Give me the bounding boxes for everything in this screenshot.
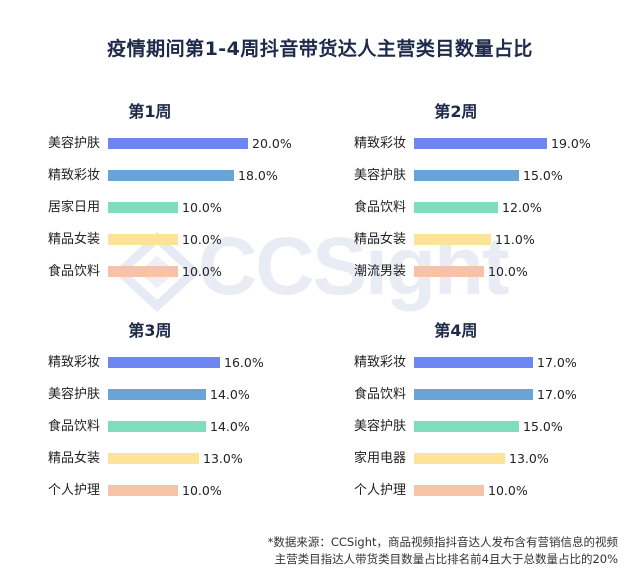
value-label: 14.0% — [210, 387, 250, 402]
bar — [414, 202, 498, 213]
category-label: 食品饮料 — [353, 387, 406, 402]
bar-row: 精致彩妆 19.0% — [306, 134, 606, 154]
panel-week-2: 第2周 精致彩妆 19.0% 美容护肤 15.0% 食品饮料 12.0% 精品女装 11.0%… — [306, 98, 606, 298]
bar-row: 食品饮料 14.0% — [0, 417, 300, 437]
bar-row: 个人护理 10.0% — [306, 481, 606, 501]
panel-week-4: 第4周 精致彩妆 17.0% 食品饮料 17.0% 美容护肤 15.0% 家用电器 13.0%… — [306, 317, 606, 517]
bar-row: 美容护肤 14.0% — [0, 385, 300, 405]
value-label: 10.0% — [182, 232, 222, 247]
bar — [414, 138, 547, 149]
value-label: 13.0% — [203, 451, 243, 466]
category-label: 食品饮料 — [353, 200, 406, 215]
category-label: 美容护肤 — [353, 168, 406, 183]
bar-row: 个人护理 10.0% — [0, 481, 300, 501]
category-label: 精品女装 — [353, 232, 406, 247]
value-label: 11.0% — [495, 232, 535, 247]
bar — [414, 485, 484, 496]
value-label: 19.0% — [551, 136, 591, 151]
bar — [414, 453, 505, 464]
value-label: 17.0% — [537, 355, 577, 370]
value-label: 10.0% — [488, 264, 528, 279]
panel-week-3: 第3周 精致彩妆 16.0% 美容护肤 14.0% 食品饮料 14.0% 精品女装 13.0%… — [0, 317, 300, 517]
bar — [108, 234, 178, 245]
bar — [414, 266, 484, 277]
footnote-line-2: 主营类目指达人带货类目数量占比排名前4且大于总数量占比的20% — [274, 552, 618, 566]
bar — [414, 389, 533, 400]
bar — [108, 170, 234, 181]
bar — [108, 485, 178, 496]
value-label: 10.0% — [182, 264, 222, 279]
value-label: 16.0% — [224, 355, 264, 370]
bar — [108, 138, 248, 149]
bar-row: 美容护肤 15.0% — [306, 417, 606, 437]
bar-row: 精致彩妆 18.0% — [0, 166, 300, 186]
value-label: 18.0% — [238, 168, 278, 183]
bar-row: 精致彩妆 16.0% — [0, 353, 300, 373]
bar-row: 食品饮料 10.0% — [0, 262, 300, 282]
bar — [414, 234, 491, 245]
bar-row: 潮流男装 10.0% — [306, 262, 606, 282]
value-label: 14.0% — [210, 419, 250, 434]
category-label: 精致彩妆 — [47, 168, 100, 183]
bar-row: 美容护肤 20.0% — [0, 134, 300, 154]
bar-row: 食品饮料 12.0% — [306, 198, 606, 218]
value-label: 10.0% — [182, 200, 222, 215]
panel-title: 第1周 — [128, 102, 172, 121]
panel-week-1: 第1周 美容护肤 20.0% 精致彩妆 18.0% 居家日用 10.0% 精品女装 10.0%… — [0, 98, 300, 298]
value-label: 20.0% — [252, 136, 292, 151]
category-label: 精品女装 — [47, 451, 100, 466]
value-label: 15.0% — [523, 168, 563, 183]
bar-row: 家用电器 13.0% — [306, 449, 606, 469]
bar — [414, 421, 519, 432]
category-label: 精致彩妆 — [353, 136, 406, 151]
panel-title: 第4周 — [434, 321, 478, 340]
footnote: *数据来源：CCSight，商品视频指抖音达人发布含有营销信息的视频 主营类目指… — [268, 534, 618, 568]
bar-row: 居家日用 10.0% — [0, 198, 300, 218]
bar-row: 美容护肤 15.0% — [306, 166, 606, 186]
bar — [108, 453, 199, 464]
value-label: 17.0% — [537, 387, 577, 402]
bar — [108, 266, 178, 277]
bar-row: 精品女装 10.0% — [0, 230, 300, 250]
category-label: 美容护肤 — [353, 419, 406, 434]
bar-row: 食品饮料 17.0% — [306, 385, 606, 405]
bar-row: 精品女装 11.0% — [306, 230, 606, 250]
bar-row: 精致彩妆 17.0% — [306, 353, 606, 373]
category-label: 家用电器 — [353, 451, 406, 466]
value-label: 10.0% — [182, 483, 222, 498]
category-label: 食品饮料 — [47, 264, 100, 279]
category-label: 潮流男装 — [353, 264, 406, 279]
bar — [108, 202, 178, 213]
category-label: 个人护理 — [47, 483, 100, 498]
category-label: 居家日用 — [47, 200, 100, 215]
category-label: 精致彩妆 — [47, 355, 100, 370]
value-label: 13.0% — [509, 451, 549, 466]
value-label: 12.0% — [502, 200, 542, 215]
panel-title: 第3周 — [128, 321, 172, 340]
category-label: 精致彩妆 — [353, 355, 406, 370]
category-label: 精品女装 — [47, 232, 100, 247]
category-label: 食品饮料 — [47, 419, 100, 434]
bar-row: 精品女装 13.0% — [0, 449, 300, 469]
value-label: 10.0% — [488, 483, 528, 498]
bar — [108, 421, 206, 432]
value-label: 15.0% — [523, 419, 563, 434]
category-label: 美容护肤 — [47, 387, 100, 402]
bar — [108, 357, 220, 368]
footnote-line-1: *数据来源：CCSight，商品视频指抖音达人发布含有营销信息的视频 — [267, 535, 618, 549]
category-label: 美容护肤 — [47, 136, 100, 151]
bar — [414, 170, 519, 181]
panel-title: 第2周 — [434, 102, 478, 121]
chart-title: 疫情期间第1-4周抖音带货达人主营类目数量占比 — [107, 38, 533, 60]
bar — [108, 389, 206, 400]
category-label: 个人护理 — [353, 483, 406, 498]
bar — [414, 357, 533, 368]
